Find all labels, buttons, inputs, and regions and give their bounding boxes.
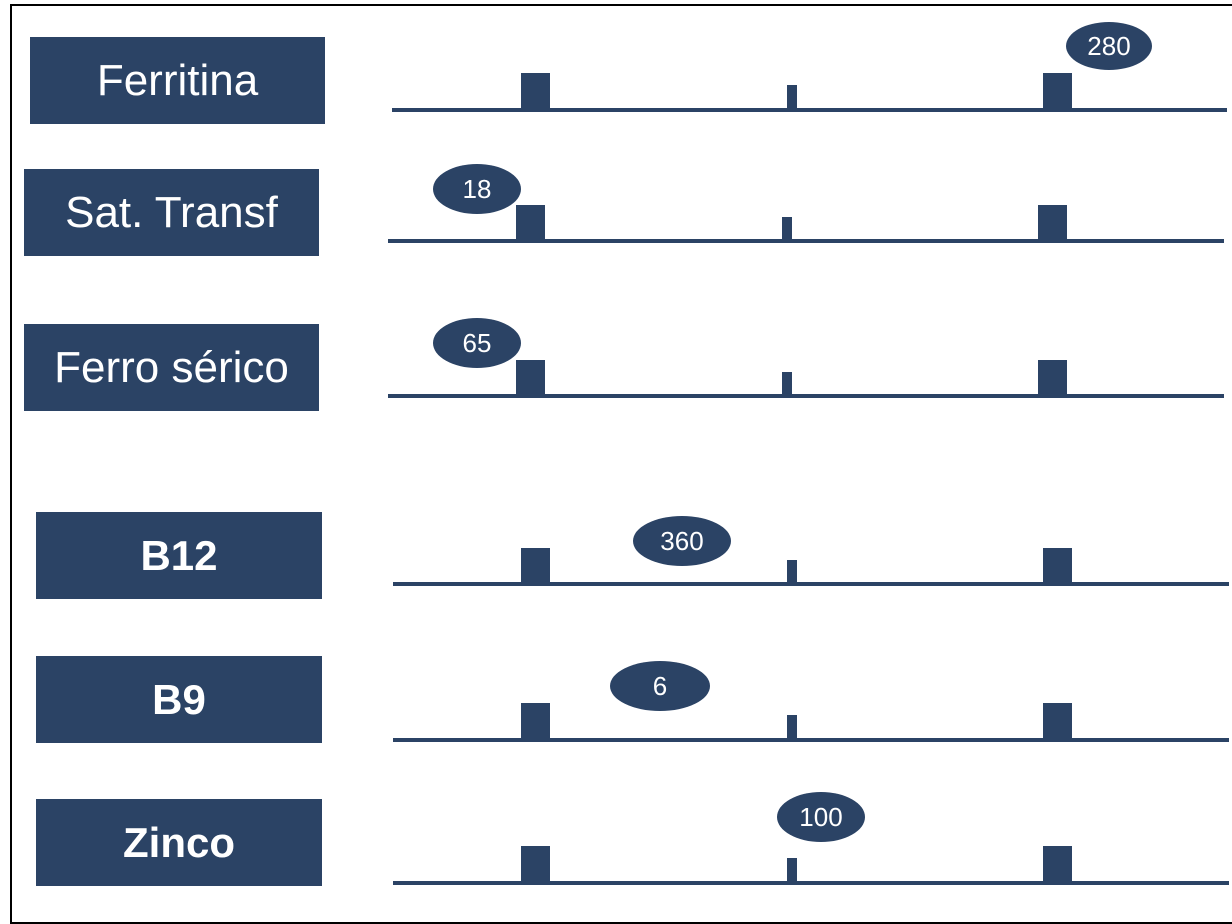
value-badge-ferro-serico: 65	[433, 318, 521, 368]
marker-mid-ferritina	[787, 85, 797, 109]
marker-low-sat-transf	[516, 205, 545, 241]
value-badge-sat-transf: 18	[433, 164, 521, 214]
marker-mid-b12	[787, 560, 797, 584]
value-badge-ferritina: 280	[1066, 22, 1152, 70]
marker-low-b12	[521, 548, 550, 584]
scale-line-b9	[393, 738, 1229, 742]
scale-line-b12	[393, 582, 1229, 586]
marker-high-ferritina	[1043, 73, 1072, 109]
row-label-sat-transf: Sat. Transf	[24, 169, 319, 256]
marker-mid-sat-transf	[782, 217, 792, 241]
marker-high-b12	[1043, 548, 1072, 584]
value-badge-b12: 360	[633, 516, 731, 566]
row-label-ferro-serico: Ferro sérico	[24, 324, 319, 411]
marker-low-zinco	[521, 846, 550, 883]
scale-line-ferro-serico	[388, 394, 1224, 398]
figure-frame	[10, 4, 1232, 924]
value-badge-b9: 6	[610, 661, 710, 711]
scale-line-zinco	[393, 881, 1229, 885]
marker-mid-b9	[787, 715, 797, 740]
marker-high-b9	[1043, 703, 1072, 740]
marker-mid-zinco	[787, 858, 797, 883]
marker-low-b9	[521, 703, 550, 740]
row-label-b9: B9	[36, 656, 322, 743]
marker-low-ferro-serico	[516, 360, 545, 396]
marker-high-ferro-serico	[1038, 360, 1067, 396]
row-label-ferritina: Ferritina	[30, 37, 325, 124]
marker-high-sat-transf	[1038, 205, 1067, 241]
marker-low-ferritina	[521, 73, 550, 109]
row-label-b12: B12	[36, 512, 322, 599]
value-badge-zinco: 100	[777, 792, 865, 842]
marker-high-zinco	[1043, 846, 1072, 883]
scale-line-sat-transf	[388, 239, 1224, 243]
marker-mid-ferro-serico	[782, 372, 792, 396]
row-label-zinco: Zinco	[36, 799, 322, 886]
scale-line-ferritina	[392, 108, 1227, 112]
